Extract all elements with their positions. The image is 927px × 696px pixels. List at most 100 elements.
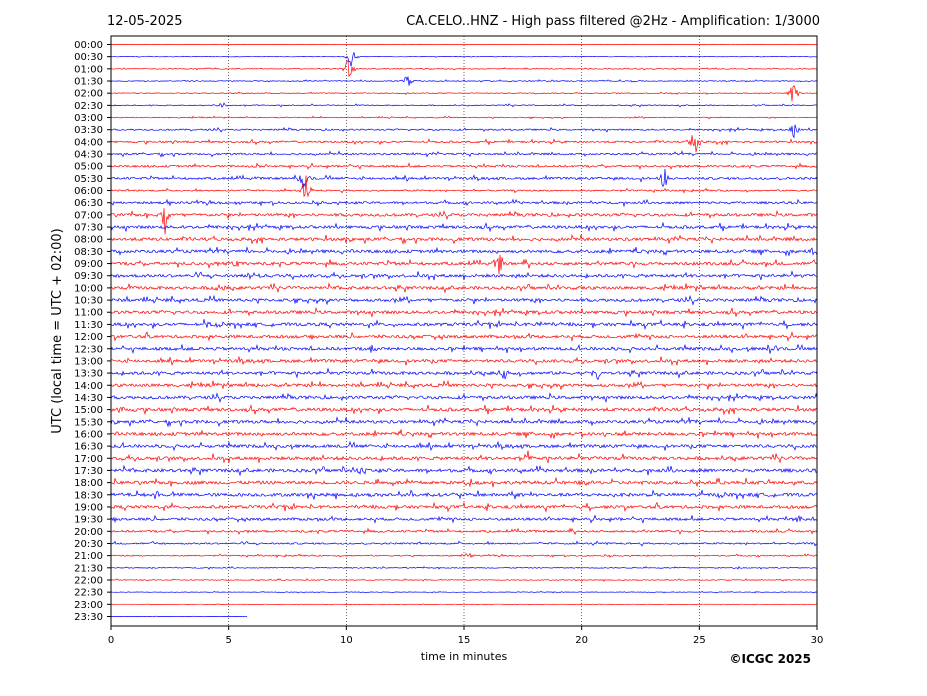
row-label-2300: 23:00: [74, 600, 103, 611]
trace-1930: [110, 514, 818, 524]
trace-0400: [110, 135, 818, 153]
trace-0500: [110, 162, 818, 170]
trace-0830: [110, 246, 818, 257]
x-axis-label: time in minutes: [421, 650, 508, 663]
trace-1400: [110, 379, 818, 391]
header-date: 12-05-2025: [107, 14, 183, 29]
row-label-1000: 10:00: [74, 283, 103, 294]
row-label-1800: 18:00: [74, 478, 103, 489]
row-label-1130: 11:30: [74, 320, 103, 331]
row-label-1730: 17:30: [74, 466, 103, 477]
row-label-2230: 22:30: [74, 588, 103, 599]
trace-1330: [110, 367, 818, 381]
row-label-0400: 04:00: [74, 137, 103, 148]
row-label-1300: 13:00: [74, 356, 103, 367]
trace-2230: [110, 590, 818, 594]
row-label-1230: 12:30: [74, 344, 103, 355]
row-label-1630: 16:30: [74, 442, 103, 453]
trace-1130: [110, 318, 818, 331]
row-label-2030: 20:30: [74, 539, 103, 550]
row-label-1100: 11:00: [74, 308, 103, 319]
trace-2330: [110, 615, 248, 618]
trace-0800: [110, 233, 818, 245]
trace-0600: [110, 175, 818, 198]
trace-1530: [110, 416, 818, 428]
row-label-0330: 03:30: [74, 125, 103, 136]
row-label-1400: 14:00: [74, 381, 103, 392]
row-label-1330: 13:30: [74, 369, 103, 380]
row-label-0630: 06:30: [74, 198, 103, 209]
trace-1000: [110, 282, 818, 294]
row-label-1200: 12:00: [74, 332, 103, 343]
trace-1200: [110, 331, 818, 342]
trace-1730: [110, 464, 818, 477]
row-label-1430: 14:30: [74, 393, 103, 404]
chart-title: CA.CELO..HNZ - High pass filtered @2Hz -…: [406, 14, 820, 29]
trace-0100: [110, 60, 818, 78]
grid-lines: [228, 36, 700, 626]
trace-0530: [110, 168, 818, 189]
row-label-2330: 23:30: [74, 612, 103, 623]
row-label-2130: 21:30: [74, 563, 103, 574]
trace-group: [110, 43, 818, 618]
trace-0000: [111, 43, 817, 46]
trace-1900: [110, 501, 818, 513]
copyright-label: ©ICGC 2025: [729, 652, 811, 666]
row-label-2100: 21:00: [74, 551, 103, 562]
trace-1100: [110, 306, 818, 318]
row-label-0430: 04:30: [74, 150, 103, 161]
row-label-0900: 09:00: [74, 259, 103, 270]
row-label-0130: 01:30: [74, 77, 103, 88]
trace-2000: [110, 527, 818, 536]
row-label-0830: 08:30: [74, 247, 103, 258]
row-label-0730: 07:30: [74, 223, 103, 234]
trace-0230: [111, 102, 818, 108]
row-label-0300: 03:00: [74, 113, 103, 124]
row-label-1700: 17:00: [74, 454, 103, 465]
trace-2100: [110, 552, 818, 559]
trace-0730: [110, 221, 818, 233]
x-tick-label-10: 10: [340, 635, 353, 646]
trace-2030: [111, 540, 818, 547]
row-label-1830: 18:30: [74, 490, 103, 501]
trace-1600: [110, 429, 818, 439]
row-label-1030: 10:30: [74, 296, 103, 307]
row-label-2200: 22:00: [74, 575, 103, 586]
trace-1700: [110, 450, 818, 464]
row-label-0100: 01:00: [74, 64, 103, 75]
x-tick-label-0: 0: [108, 635, 114, 646]
row-label-1500: 15:00: [74, 405, 103, 416]
trace-0030: [110, 52, 818, 67]
row-label-0030: 00:30: [74, 52, 103, 63]
trace-0130: [110, 76, 818, 86]
x-tick-label-15: 15: [458, 635, 471, 646]
trace-1630: [110, 440, 818, 452]
trace-1500: [110, 404, 818, 416]
x-tick-label-30: 30: [811, 635, 824, 646]
row-label-0500: 05:00: [74, 162, 103, 173]
row-label-0800: 08:00: [74, 235, 103, 246]
row-label-0600: 06:00: [74, 186, 103, 197]
trace-1430: [110, 392, 818, 404]
trace-1300: [110, 355, 818, 366]
plot-frame: [110, 35, 818, 627]
row-label-0230: 02:30: [74, 101, 103, 112]
row-label-0000: 00:00: [74, 40, 103, 51]
x-tick-label-20: 20: [575, 635, 588, 646]
trace-0300: [110, 115, 818, 120]
row-label-0700: 07:00: [74, 210, 103, 221]
row-label-1930: 19:30: [74, 515, 103, 526]
y-axis-label: UTC (local time = UTC + 02:00): [50, 228, 65, 433]
row-label-0200: 02:00: [74, 89, 103, 100]
trace-0900: [110, 254, 818, 275]
trace-1230: [110, 343, 818, 354]
trace-2300: [110, 603, 818, 606]
x-tick-label-5: 5: [225, 635, 231, 646]
row-label-2000: 20:00: [74, 527, 103, 538]
trace-2200: [110, 578, 818, 582]
trace-2130: [110, 566, 818, 570]
x-tick-labels: 0 5 10 15 20 25 30: [108, 626, 824, 646]
trace-0330: [110, 124, 818, 139]
